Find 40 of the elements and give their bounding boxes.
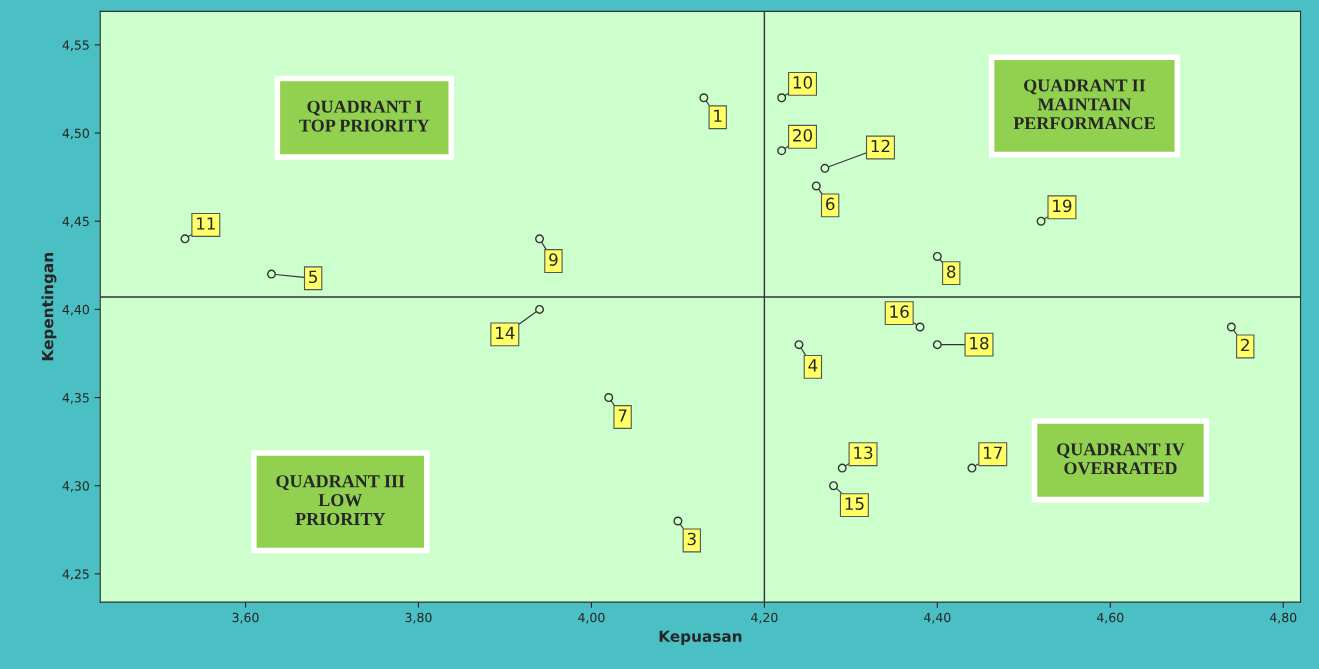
annotation: 6 [826, 197, 835, 211]
y-tick-label: 4,45 [62, 216, 89, 228]
annotation: 2 [1241, 338, 1249, 352]
annotation: QUADRANT II MAINTAIN PERFORMANCE [1013, 79, 1155, 130]
annotation: 20 [793, 129, 813, 142]
annotation: 16 [890, 305, 909, 318]
x-axis-title: Kepuasan [659, 630, 742, 645]
y-tick-label: 4,35 [62, 393, 89, 404]
annotation: 13 [854, 446, 873, 460]
annotation: QUADRANT IV OVERRATED [1057, 443, 1185, 475]
annotation: 5 [309, 270, 317, 284]
x-tick-label: 4,80 [1269, 612, 1297, 624]
annotation: 15 [845, 497, 864, 510]
x-tick-label: 3,60 [232, 612, 259, 624]
annotation: 14 [496, 326, 515, 339]
annotation: 4 [808, 359, 818, 372]
y-tick-label: 4,25 [62, 569, 89, 581]
annotation: QUADRANT I TOP PRIORITY [299, 100, 430, 132]
x-tick-label: 4,00 [578, 612, 605, 624]
annotation: 7 [618, 409, 627, 422]
annotation: 11 [197, 217, 215, 230]
annotation: 12 [871, 139, 890, 153]
y-tick-label: 4,50 [62, 128, 89, 140]
y-tick-label: 4,40 [62, 304, 89, 316]
annotation: 3 [687, 532, 696, 546]
x-tick-label: 4,20 [751, 612, 778, 624]
y-tick-label: 4,30 [62, 481, 89, 492]
annotation: QUADRANT III LOW PRIORITY [276, 475, 405, 526]
x-tick-label: 4,60 [1096, 612, 1124, 624]
y-axis-title: Kepentingan [41, 253, 57, 361]
annotation: 17 [983, 446, 1002, 459]
annotation: 9 [549, 253, 558, 266]
annotation: 19 [1053, 199, 1072, 213]
x-tick-label: 3,80 [405, 612, 432, 624]
annotation: 8 [947, 265, 956, 278]
annotation: 10 [793, 76, 813, 89]
annotation: 18 [970, 336, 989, 350]
x-tick-label: 4,40 [924, 612, 951, 624]
annotation: 1 [714, 109, 722, 122]
y-tick-label: 4,55 [62, 40, 89, 52]
